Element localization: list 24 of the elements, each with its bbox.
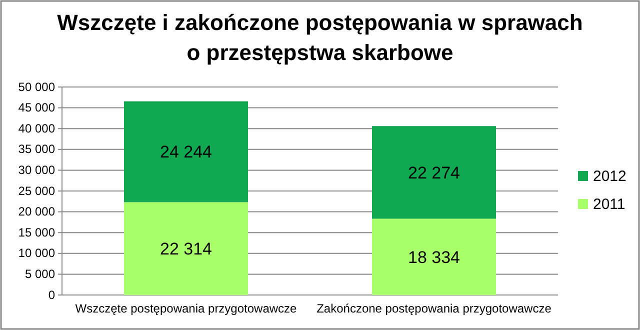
y-tick-label: 45 000	[18, 100, 56, 115]
y-tick-label: 5 000	[24, 267, 56, 282]
chart-title: Wszczęte i zakończone postępowania w sprawach o przestępstwa skarbowe	[57, 10, 583, 65]
data-label: 24 244	[160, 142, 212, 162]
data-label: 22 274	[408, 163, 460, 182]
y-tick-label: 50 000	[18, 80, 56, 94]
y-tick-label: 15 000	[18, 225, 56, 240]
y-tick-label: 25 000	[18, 184, 56, 198]
y-tick-label: 30 000	[18, 163, 56, 178]
x-tick-label: Zakończone postępowania przygotowawcze	[316, 302, 552, 316]
y-tick-label: 40 000	[18, 121, 56, 136]
y-tick-label: 10 000	[18, 246, 56, 260]
bar	[124, 101, 248, 202]
bar	[124, 202, 248, 295]
bar	[372, 126, 496, 219]
y-tick-label: 20 000	[18, 204, 56, 219]
bar	[372, 218, 496, 295]
data-label: 18 334	[408, 248, 460, 267]
legend-label: 2011	[593, 196, 626, 213]
legend-label: 2012	[593, 168, 626, 185]
y-tick-label: 0	[48, 288, 56, 302]
data-label: 22 314	[160, 240, 212, 259]
y-tick-label: 35 000	[18, 142, 56, 156]
x-tick-label: Wszczęte postępowania przygotowawcze	[75, 302, 298, 316]
